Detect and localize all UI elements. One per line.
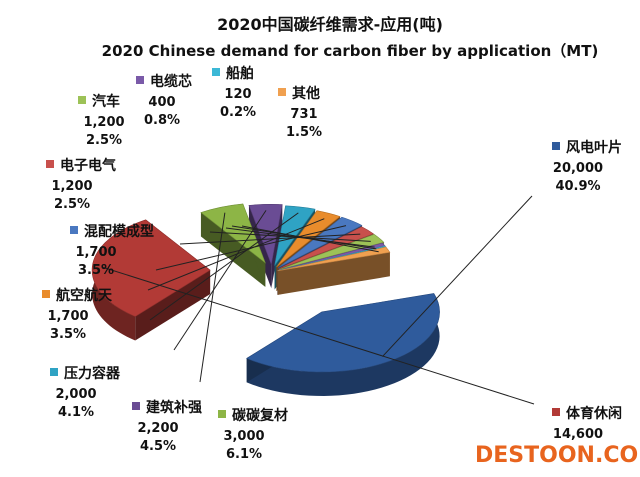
slice-label-12: 其他 731 1.5% xyxy=(278,85,322,140)
chart-title: 2020中国碳纤维需求-应用(吨) xyxy=(217,15,443,34)
slice-value: 2,000 xyxy=(55,387,96,402)
slice-value: 731 xyxy=(290,107,317,122)
slice-name: 航空航天 xyxy=(56,287,113,304)
slice-value: 1,200 xyxy=(83,115,124,130)
slice-value: 1,700 xyxy=(47,309,88,324)
legend-marker xyxy=(136,76,144,84)
legend-marker xyxy=(42,290,50,298)
slice-value: 14,600 xyxy=(553,427,603,442)
slice-side xyxy=(246,293,440,396)
slice-name: 电缆芯 xyxy=(150,73,192,90)
slice-wall xyxy=(271,204,283,289)
slice-label-9: 汽车 1,200 2.5% xyxy=(78,93,125,148)
leader-line xyxy=(102,266,535,405)
slice-top xyxy=(277,246,391,272)
slice-value: 400 xyxy=(148,95,175,110)
leader-line xyxy=(199,212,226,383)
slice-label-7: 混配模成型 1,700 3.5% xyxy=(70,223,154,278)
slice-value: 2,200 xyxy=(137,421,178,436)
slice-percent: 2.5% xyxy=(54,197,90,212)
legend-marker xyxy=(50,368,58,376)
slice-name: 建筑补强 xyxy=(146,399,202,416)
slice-wall xyxy=(135,270,211,341)
slice-top xyxy=(248,204,283,266)
slice-label-5: 压力容器 2,000 4.1% xyxy=(50,365,121,420)
leader-line xyxy=(155,225,347,271)
legend-marker xyxy=(78,96,86,104)
leader-line xyxy=(225,227,375,248)
legend-marker xyxy=(552,408,560,416)
slice-percent: 4.1% xyxy=(58,405,94,420)
slice-name: 电子电气 xyxy=(60,157,116,174)
slice-wall xyxy=(248,205,272,289)
slice-top xyxy=(278,216,363,268)
slice-name: 混配模成型 xyxy=(84,223,154,240)
legend-marker xyxy=(552,142,560,150)
legend-marker xyxy=(46,160,54,168)
leader-line xyxy=(179,233,361,245)
slice-percent: 3.5% xyxy=(78,263,114,278)
slice-label-10: 电缆芯 400 0.8% xyxy=(136,73,192,128)
chart-subtitle: 2020 Chinese demand for carbon fiber by … xyxy=(102,42,599,60)
slice-percent: 6.1% xyxy=(226,447,262,462)
leader-line xyxy=(173,210,267,351)
slice-percent: 40.9% xyxy=(555,179,600,194)
leader-line xyxy=(147,218,325,291)
slice-label-4: 建筑补强 2,200 4.5% xyxy=(132,399,202,454)
legend-marker xyxy=(70,226,78,234)
slice-percent: 0.8% xyxy=(144,113,180,128)
legend-marker xyxy=(212,68,220,76)
slice-name: 体育休闲 xyxy=(566,405,622,422)
slice-label-6: 航空航天 1,700 3.5% xyxy=(42,287,113,342)
slice-labels: 风电叶片 20,000 40.9% 体育休闲 14,600 碳碳复材 3,000 6.1% 建筑… xyxy=(42,65,622,462)
slice-label-1: 风电叶片 20,000 40.9% xyxy=(552,139,622,194)
leader-lines xyxy=(102,195,535,405)
slice-label-3: 碳碳复材 3,000 6.1% xyxy=(218,407,288,462)
slice-top xyxy=(278,234,385,270)
slice-2 xyxy=(91,219,211,341)
slice-top xyxy=(91,219,211,317)
legend-marker xyxy=(132,402,140,410)
slice-value: 3,000 xyxy=(223,429,264,444)
slice-1 xyxy=(246,293,440,396)
slice-12 xyxy=(277,246,391,295)
slice-value: 120 xyxy=(224,87,251,102)
slice-top xyxy=(246,293,440,373)
legend-marker xyxy=(278,88,286,96)
leader-line xyxy=(241,225,379,253)
slice-wall xyxy=(277,252,390,295)
leader-line xyxy=(382,195,533,357)
slice-name: 船舶 xyxy=(226,65,254,82)
slice-percent: 3.5% xyxy=(50,327,86,342)
legend-marker xyxy=(218,410,226,418)
slice-name: 其他 xyxy=(292,85,320,102)
slice-label-2: 体育休闲 14,600 xyxy=(552,405,622,442)
slice-percent: 2.5% xyxy=(86,133,122,148)
slice-name: 汽车 xyxy=(92,93,120,110)
slice-label-8: 电子电气 1,200 2.5% xyxy=(46,157,116,212)
slice-value: 1,200 xyxy=(51,179,92,194)
slice-percent: 0.2% xyxy=(220,105,256,120)
slice-name: 压力容器 xyxy=(64,365,121,382)
slice-percent: 4.5% xyxy=(140,439,176,454)
slice-percent: 1.5% xyxy=(286,125,322,140)
leader-line xyxy=(149,212,299,321)
slice-name: 风电叶片 xyxy=(566,139,622,156)
pie-slices xyxy=(91,203,440,396)
slice-value: 1,700 xyxy=(75,245,116,260)
slice-top xyxy=(277,226,375,270)
slice-wall xyxy=(200,212,266,287)
slice-name: 碳碳复材 xyxy=(232,407,288,424)
watermark: DESTOON.COM xyxy=(475,443,640,468)
slice-label-11: 船舶 120 0.2% xyxy=(212,65,256,120)
slice-value: 20,000 xyxy=(553,161,603,176)
